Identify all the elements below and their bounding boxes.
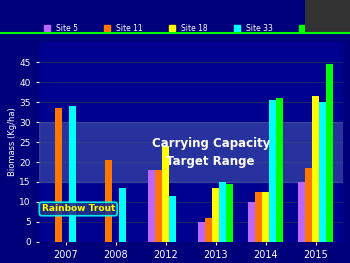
- Bar: [319, 102, 326, 242]
- Bar: [69, 106, 76, 242]
- Bar: [155, 170, 162, 242]
- Bar: [226, 184, 233, 242]
- Bar: [212, 188, 219, 242]
- Bar: [162, 146, 169, 242]
- Bar: [312, 96, 319, 242]
- Bar: [205, 218, 212, 242]
- Bar: [105, 160, 112, 242]
- Bar: [219, 182, 226, 242]
- Bar: [119, 188, 126, 242]
- Bar: [55, 108, 62, 242]
- Bar: [326, 64, 333, 242]
- Bar: [276, 98, 283, 242]
- Text: Rainbow Trout: Rainbow Trout: [42, 204, 115, 214]
- Bar: [305, 168, 312, 242]
- Bar: [198, 222, 205, 242]
- Bar: [255, 192, 262, 242]
- Bar: [298, 182, 305, 242]
- Text: Carrying Capacity
Target Range: Carrying Capacity Target Range: [152, 136, 270, 168]
- Legend: Site 5, Site 11, Site 18, Site 33, Site 37: Site 5, Site 11, Site 18, Site 33, Site …: [42, 22, 339, 34]
- Y-axis label: Biomass (Kg/ha): Biomass (Kg/ha): [8, 108, 16, 176]
- Bar: [38, 122, 343, 182]
- Bar: [248, 202, 255, 242]
- Bar: [148, 170, 155, 242]
- Bar: [262, 192, 269, 242]
- Bar: [169, 196, 176, 242]
- Bar: [269, 100, 276, 242]
